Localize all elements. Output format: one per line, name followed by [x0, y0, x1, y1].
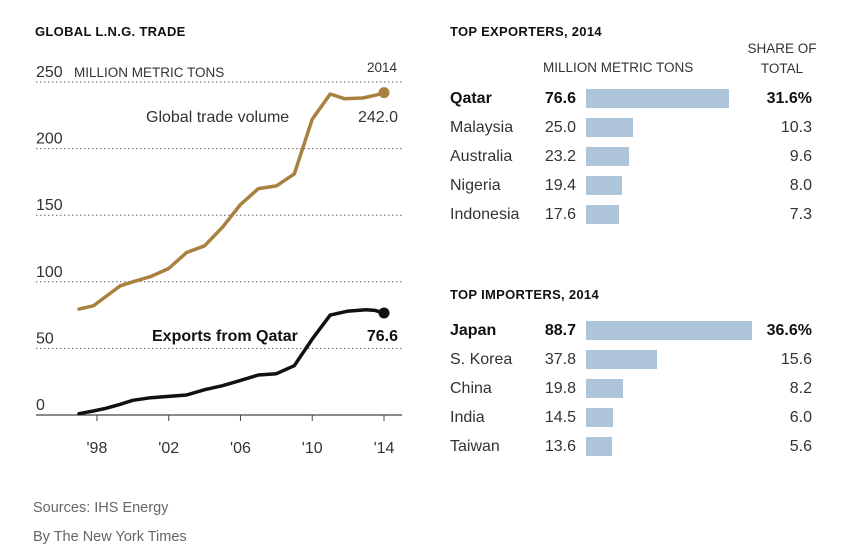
x-tick-label-2002: '02: [158, 440, 179, 457]
global-trade-line: [77, 90, 386, 311]
y-tick-label-0: 0: [36, 397, 45, 414]
qatar-series-label: Exports from Qatar: [152, 328, 298, 345]
x-tick-label-2006: '06: [230, 440, 251, 457]
x-tick-label-2010: '10: [302, 440, 323, 457]
importer-value: 88.7: [544, 322, 576, 339]
source-note: Sources: IHS Energy: [33, 500, 169, 516]
exporter-share: 10.3: [780, 119, 812, 136]
exporter-bar: [586, 147, 630, 166]
exporter-value: 25.0: [544, 119, 576, 136]
importer-country-name: S. Korea: [450, 351, 513, 368]
importer-bar: [586, 321, 752, 340]
y-tick-label-200: 200: [36, 131, 63, 148]
y-tick-label-50: 50: [36, 330, 54, 347]
exporter-value: 17.6: [544, 206, 576, 223]
importer-share: 5.6: [789, 438, 812, 455]
exporter-country-name: Qatar: [450, 90, 492, 107]
importer-country-name: China: [450, 380, 492, 397]
line-chart: 0 50 100 150 200 250 MILLION METRIC TONS '98 '02…: [36, 60, 402, 457]
importer-value: 19.8: [544, 380, 576, 397]
exporter-share: 8.0: [789, 177, 812, 194]
exporters-unit-label: MILLION METRIC TONS: [543, 60, 694, 75]
qatar-endpoint-marker: [378, 307, 390, 319]
global-series-label: Global trade volume: [146, 109, 289, 126]
global-end-value: 242.0: [358, 109, 398, 126]
importer-value: 14.5: [544, 409, 576, 426]
importer-value: 13.6: [544, 438, 576, 455]
exporter-share: 7.3: [789, 206, 812, 223]
importer-bar: [586, 408, 614, 427]
share-header: SHARE OF TOTAL: [737, 39, 827, 79]
exporter-bar: [586, 118, 633, 137]
importer-share: 8.2: [789, 380, 812, 397]
exporter-country-name: Malaysia: [450, 119, 514, 136]
exporter-bar: [586, 205, 619, 224]
byline: By The New York Times: [33, 529, 187, 545]
x-tick-label-2014: '14: [374, 440, 395, 457]
exporter-share: 9.6: [789, 148, 812, 165]
global-endpoint-marker: [378, 87, 390, 99]
share-header-line2: TOTAL: [760, 61, 804, 76]
exporter-share: 31.6%: [766, 90, 812, 107]
importer-bar: [586, 379, 624, 398]
y-axis-unit-label: MILLION METRIC TONS: [74, 65, 224, 80]
exporter-value: 76.6: [544, 90, 576, 107]
exporter-value: 19.4: [544, 177, 576, 194]
line-chart-title: GLOBAL L.N.G. TRADE: [35, 24, 186, 39]
importer-country-name: Taiwan: [450, 438, 500, 455]
end-year-label: 2014: [367, 60, 398, 75]
importer-share: 6.0: [789, 409, 812, 426]
qatar-trade-line: [77, 308, 386, 416]
importers-title: TOP IMPORTERS, 2014: [450, 287, 599, 302]
exporters-title: TOP EXPORTERS, 2014: [450, 24, 602, 39]
qatar-end-value: 76.6: [367, 328, 398, 345]
importer-country-name: India: [450, 409, 485, 426]
y-tick-label-250: 250: [36, 64, 63, 81]
importer-country-name: Japan: [450, 322, 497, 339]
x-tick-label-1998: '98: [87, 440, 108, 457]
share-header-line1: SHARE OF: [747, 41, 817, 56]
y-tick-label-100: 100: [36, 264, 63, 281]
exporter-bar: [586, 176, 623, 195]
exporter-bar: [586, 89, 730, 108]
exporter-country-name: Indonesia: [450, 206, 520, 223]
importer-value: 37.8: [544, 351, 576, 368]
importer-bar: [586, 350, 657, 369]
exporter-value: 23.2: [544, 148, 576, 165]
exporter-country-name: Australia: [450, 148, 513, 165]
importer-share: 15.6: [780, 351, 812, 368]
importer-share: 36.6%: [766, 322, 812, 339]
exporter-country-name: Nigeria: [450, 177, 501, 194]
y-tick-label-150: 150: [36, 197, 63, 214]
importer-bar: [586, 437, 612, 456]
